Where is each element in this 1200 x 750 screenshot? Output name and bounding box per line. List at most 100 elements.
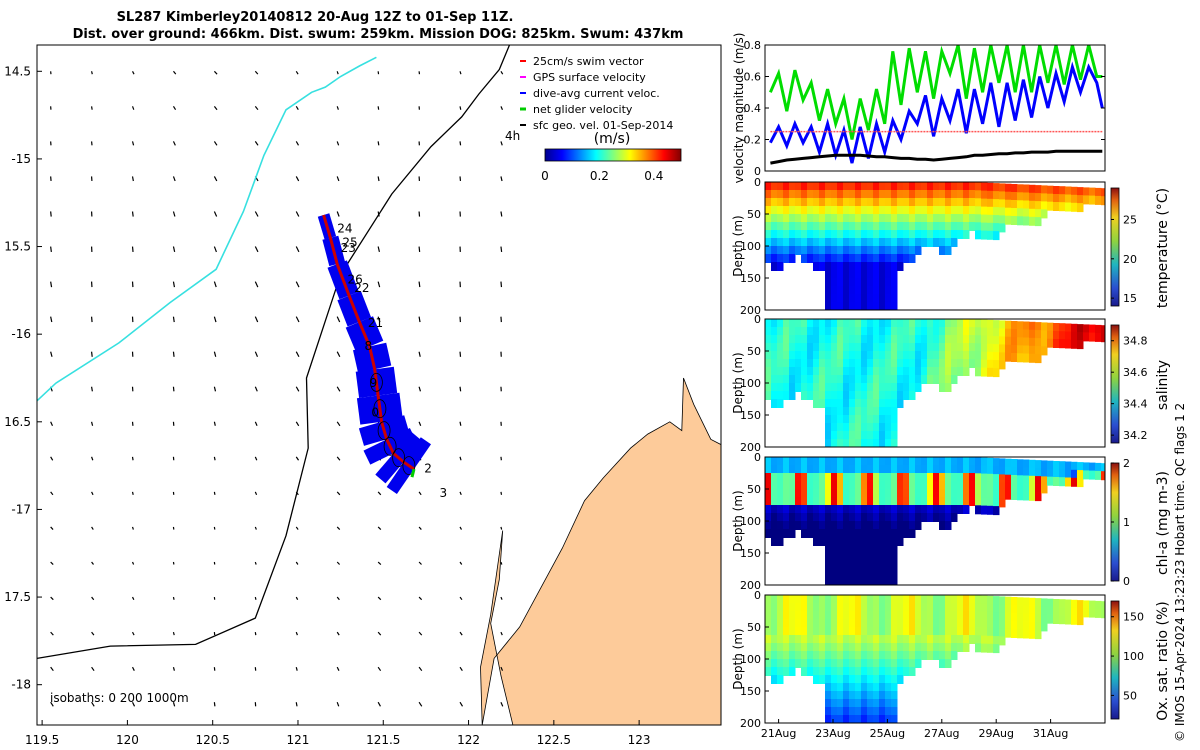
heat-cell — [777, 521, 784, 530]
heat-cell — [945, 465, 952, 474]
heat-cell — [771, 383, 778, 392]
heat-cell — [789, 246, 796, 255]
heat-cell — [801, 595, 808, 604]
heat-cell — [891, 667, 898, 676]
heat-cell — [843, 473, 850, 482]
heat-cell — [765, 595, 772, 604]
heat-cell — [843, 278, 850, 287]
x-tick-label: 121 — [287, 733, 310, 747]
heat-cell — [993, 368, 1000, 378]
x-tick-label: 23Aug — [815, 727, 850, 740]
heat-cell — [825, 699, 832, 708]
heat-cell — [777, 367, 784, 376]
vector-arrow — [295, 526, 299, 530]
heat-cell — [1077, 187, 1084, 197]
heat-cell — [915, 497, 922, 506]
heat-cell — [897, 529, 904, 538]
heat-cell — [987, 222, 994, 232]
heat-cell — [975, 359, 982, 369]
heat-cell — [765, 190, 772, 199]
heat-cell — [777, 457, 784, 466]
heat-cell — [867, 699, 874, 708]
heat-cell — [945, 359, 952, 368]
heat-cell — [855, 423, 862, 432]
heat-cell — [1077, 616, 1084, 626]
heat-cell — [831, 222, 838, 231]
heat-cell — [891, 431, 898, 440]
heat-cell — [843, 439, 850, 447]
heat-cell — [765, 635, 772, 644]
heat-cell — [771, 335, 778, 344]
heat-cell — [801, 190, 808, 199]
heat-cell — [789, 335, 796, 344]
heat-cell — [873, 230, 880, 239]
heat-cell — [927, 367, 934, 376]
heat-cell — [783, 230, 790, 239]
heat-cell — [897, 214, 904, 223]
heat-cell — [897, 351, 904, 360]
vector-arrow — [418, 281, 421, 288]
heat-cell — [849, 611, 856, 620]
heat-cell — [843, 457, 850, 466]
heat-cell — [807, 319, 814, 328]
heat-cell — [885, 351, 892, 360]
heat-cell — [789, 489, 796, 498]
heat-cell — [957, 643, 964, 652]
heat-cell — [957, 619, 964, 628]
heat-cell — [933, 643, 940, 652]
vector-arrow — [336, 456, 341, 461]
heat-cell — [801, 351, 808, 360]
heat-cell — [831, 603, 838, 612]
heat-cell — [939, 238, 946, 247]
heat-cell — [915, 489, 922, 498]
heat-cell — [951, 627, 958, 636]
vector-arrow — [418, 316, 421, 323]
heat-cell — [891, 335, 898, 344]
y-tick-label: 50 — [747, 621, 761, 634]
heat-cell — [807, 659, 814, 668]
heat-cell — [867, 327, 874, 336]
heat-cell — [1041, 322, 1048, 332]
heat-cell — [915, 513, 922, 522]
heat-cell — [993, 336, 1000, 346]
heat-cell — [831, 359, 838, 368]
heat-cell — [963, 230, 970, 239]
heat-cell — [951, 182, 958, 191]
heat-cell — [867, 707, 874, 716]
heat-cell — [999, 612, 1006, 622]
heat-cell — [909, 327, 916, 336]
heat-cell — [939, 214, 946, 223]
heat-cell — [837, 254, 844, 263]
heat-cell — [807, 359, 814, 368]
heat-cell — [957, 497, 964, 506]
heat-cell — [1041, 185, 1048, 195]
colorbar-tick-label: 34.2 — [1123, 429, 1148, 442]
heat-cell — [897, 627, 904, 636]
heat-cell — [1101, 471, 1105, 481]
heat-cell — [891, 577, 898, 585]
heat-cell — [951, 343, 958, 352]
heat-cell — [771, 627, 778, 636]
heat-cell — [831, 254, 838, 263]
heat-cell — [945, 206, 952, 215]
map-frame — [36, 44, 722, 726]
heat-cell — [825, 659, 832, 668]
section-cells — [765, 182, 1105, 310]
heat-cell — [819, 206, 826, 215]
heat-cell — [933, 627, 940, 636]
heat-cell — [819, 513, 826, 522]
heat-cell — [927, 627, 934, 636]
heat-cell — [885, 270, 892, 279]
vector-arrow — [213, 421, 216, 426]
heat-cell — [801, 214, 808, 223]
heat-cell — [855, 335, 862, 344]
heat-cell — [867, 561, 874, 570]
heat-cell — [813, 497, 820, 506]
heat-cell — [879, 561, 886, 570]
heat-cell — [837, 383, 844, 392]
heat-cell — [825, 431, 832, 440]
vector-arrow — [336, 176, 340, 182]
heat-cell — [891, 375, 898, 384]
heat-cell — [951, 643, 958, 652]
heat-cell — [873, 465, 880, 474]
